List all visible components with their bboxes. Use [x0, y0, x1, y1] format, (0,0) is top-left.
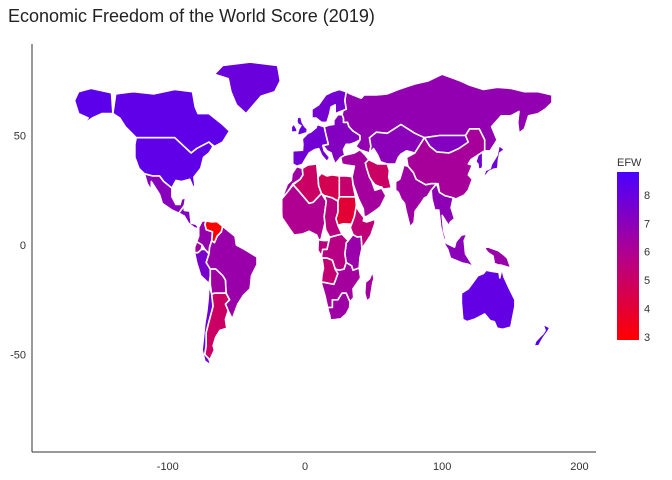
region-middle-east[interactable]	[339, 148, 387, 218]
region-alaska[interactable]	[73, 87, 114, 126]
region-australia[interactable]	[460, 267, 516, 331]
colorbar-ticks: 8 7 6 5 4 3	[644, 190, 650, 344]
y-tick-label: -50	[10, 350, 26, 362]
region-scandinavia[interactable]	[311, 88, 347, 124]
colorbar-tick-label: 6	[644, 247, 650, 259]
colorbar-gradient	[617, 172, 639, 340]
region-iran[interactable]	[364, 158, 393, 190]
region-western-europe[interactable]	[291, 123, 331, 167]
region-eastern-europe[interactable]	[322, 113, 361, 165]
colorbar-title: EFW	[617, 157, 642, 169]
x-axis-ticks: -100 0 100 200	[157, 461, 589, 473]
x-tick-label: 200	[570, 461, 588, 473]
region-argentina[interactable]	[204, 292, 231, 367]
region-madagascar[interactable]	[363, 270, 375, 302]
region-south-africa[interactable]	[326, 292, 351, 321]
region-southeast-asia[interactable]	[430, 182, 456, 243]
region-new-zealand[interactable]	[533, 319, 551, 347]
y-axis-ticks: 50 0 -50	[10, 131, 26, 362]
region-central-america[interactable]	[178, 204, 200, 230]
colorbar-tick-label: 5	[644, 275, 650, 287]
region-greenland[interactable]	[213, 61, 282, 115]
chart-title: Economic Freedom of the World Score (201…	[8, 6, 375, 26]
colorbar-tick-label: 3	[644, 332, 650, 344]
region-egypt[interactable]	[338, 175, 357, 198]
colorbar-tick-label: 7	[644, 218, 650, 230]
region-korea[interactable]	[475, 151, 484, 171]
region-japan[interactable]	[482, 144, 506, 178]
y-tick-label: 50	[14, 131, 26, 143]
region-uk-and-ireland[interactable]	[290, 115, 309, 137]
region-indonesia[interactable]	[434, 232, 475, 268]
x-tick-label: 100	[433, 461, 451, 473]
colorbar-tick-label: 8	[644, 190, 650, 202]
countries-layer	[73, 61, 553, 367]
y-tick-label: 0	[20, 240, 26, 252]
colorbar-tick-label: 4	[644, 304, 650, 316]
colorbar: EFW 8 7 6 5 4 3	[617, 157, 650, 344]
x-tick-label: -100	[157, 461, 179, 473]
region-west-africa[interactable]	[280, 184, 328, 241]
region-papua-new-guinea[interactable]	[483, 246, 512, 269]
x-tick-label: 0	[302, 461, 308, 473]
